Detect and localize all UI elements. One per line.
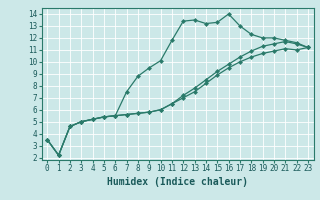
X-axis label: Humidex (Indice chaleur): Humidex (Indice chaleur) bbox=[107, 177, 248, 187]
